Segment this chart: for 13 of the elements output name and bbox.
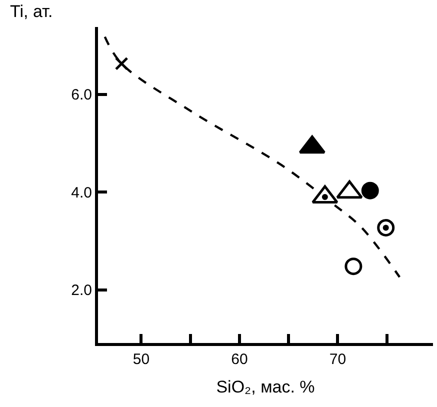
x-axis-title: SiO₂, мас. %	[216, 377, 315, 396]
y-tick-label: 4.0	[71, 184, 92, 202]
x-tick-label: 70	[329, 351, 346, 368]
y-axis-title: Ti, ат.	[10, 2, 53, 21]
x-tick-label: 60	[231, 351, 248, 368]
point	[114, 56, 128, 70]
y-tick-label: 2.0	[71, 282, 92, 300]
line-series	[104, 36, 401, 278]
point	[344, 258, 362, 276]
x-tick-label: 50	[132, 351, 150, 368]
y-tick-label: 6.0	[71, 86, 92, 104]
point	[361, 182, 379, 200]
point	[322, 194, 328, 200]
